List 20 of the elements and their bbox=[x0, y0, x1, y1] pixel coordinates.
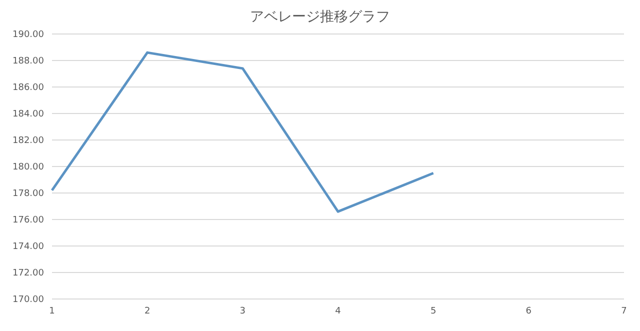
y-tick-label: 170.00 bbox=[12, 295, 44, 306]
x-tick-label: 1 bbox=[49, 306, 55, 316]
y-tick-label: 172.00 bbox=[12, 268, 44, 279]
y-tick-label: 182.00 bbox=[12, 136, 44, 146]
y-tick-label: 184.00 bbox=[12, 110, 44, 120]
y-tick-label: 174.00 bbox=[12, 242, 44, 252]
x-tick-label: 4 bbox=[335, 306, 342, 316]
x-tick-label: 5 bbox=[430, 306, 436, 316]
x-tick-label: 6 bbox=[526, 306, 532, 316]
y-tick-label: 186.00 bbox=[12, 83, 44, 94]
y-tick-label: 178.00 bbox=[12, 189, 44, 200]
line-series bbox=[50, 51, 435, 213]
y-tick-label: 180.00 bbox=[12, 162, 44, 173]
chart-title: アベレージ推移グラフ bbox=[249, 8, 391, 27]
x-tick-label: 2 bbox=[144, 306, 150, 316]
x-tick-label: 7 bbox=[621, 306, 627, 316]
y-tick-label: 176.00 bbox=[12, 216, 44, 226]
x-tick-label: 3 bbox=[240, 306, 246, 316]
y-tick-label: 188.00 bbox=[12, 56, 44, 67]
y-tick-label: 190.00 bbox=[12, 30, 44, 40]
